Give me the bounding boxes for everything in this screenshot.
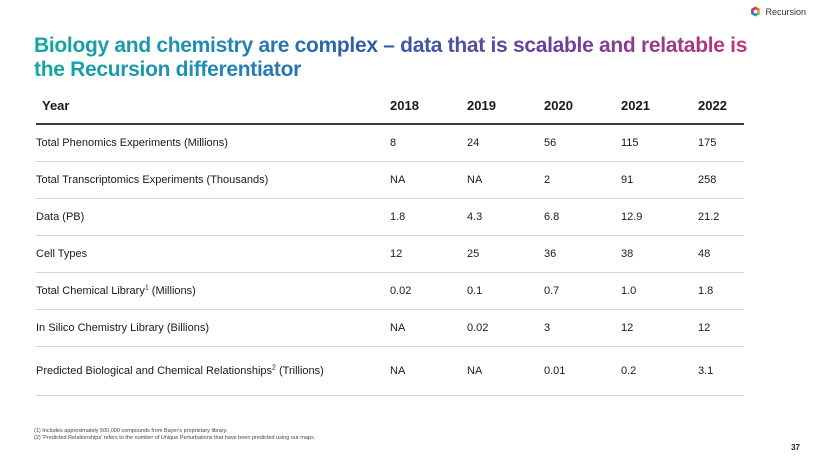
table-cell: 1.8 xyxy=(390,198,467,236)
row-label: Total Chemical Library1 (Millions) xyxy=(36,272,390,310)
table-cell: 12.9 xyxy=(621,198,698,236)
table-cell: 1.0 xyxy=(621,272,698,310)
header-year: 2022 xyxy=(698,88,744,125)
table-cell: 25 xyxy=(467,235,544,273)
table-cell: 258 xyxy=(698,161,744,199)
table-cell: 48 xyxy=(698,235,744,273)
table-header-row: Year 2018 2019 2020 2021 2022 xyxy=(36,88,744,125)
table-cell: 3.1 xyxy=(698,346,744,396)
table-cell: 0.02 xyxy=(467,309,544,347)
header-year: 2018 xyxy=(390,88,467,125)
table-cell: 115 xyxy=(621,124,698,162)
row-label: Predicted Biological and Chemical Relati… xyxy=(36,346,390,396)
table-cell: 6.8 xyxy=(544,198,621,236)
table-cell: 8 xyxy=(390,124,467,162)
table-cell: 12 xyxy=(390,235,467,273)
table-cell: NA xyxy=(390,161,467,199)
table-cell: NA xyxy=(467,346,544,396)
recursion-logo-icon xyxy=(751,6,761,17)
table-row: Cell Types 12 25 36 38 48 xyxy=(36,235,744,273)
table-cell: NA xyxy=(390,309,467,347)
row-label: Data (PB) xyxy=(36,198,390,236)
table-row: Total Chemical Library1 (Millions) 0.02 … xyxy=(36,272,744,310)
header-year-label: Year xyxy=(36,88,390,125)
page-number: 37 xyxy=(791,443,800,452)
table-cell: 0.02 xyxy=(390,272,467,310)
table-row: Predicted Biological and Chemical Relati… xyxy=(36,346,744,396)
table-cell: 0.1 xyxy=(467,272,544,310)
table-cell: 175 xyxy=(698,124,744,162)
row-label: Cell Types xyxy=(36,235,390,273)
table-cell: 0.01 xyxy=(544,346,621,396)
slide-title: Biology and chemistry are complex – data… xyxy=(34,34,754,82)
table-cell: NA xyxy=(390,346,467,396)
table-row: Total Transcriptomics Experiments (Thous… xyxy=(36,161,744,199)
footnote-marker: 2 xyxy=(272,364,276,372)
row-label: Total Phenomics Experiments (Millions) xyxy=(36,124,390,162)
table-cell: 24 xyxy=(467,124,544,162)
table-cell: 12 xyxy=(621,309,698,347)
footnotes: (1) Includes approximately 500,000 compo… xyxy=(34,428,315,442)
table-cell: 1.8 xyxy=(698,272,744,310)
footnote: (1) Includes approximately 500,000 compo… xyxy=(34,428,228,434)
footnote-marker: 1 xyxy=(144,284,149,292)
table-cell: 4.3 xyxy=(467,198,544,236)
table-cell: 12 xyxy=(698,309,744,347)
header-year: 2019 xyxy=(467,88,544,125)
table-cell: 2 xyxy=(544,161,621,199)
row-label: In Silico Chemistry Library (Billions) xyxy=(36,309,390,347)
table-cell: 0.7 xyxy=(544,272,621,310)
row-label: Total Transcriptomics Experiments (Thous… xyxy=(36,161,390,199)
recursion-logo: Recursion xyxy=(750,6,806,17)
metrics-table: Year 2018 2019 2020 2021 2022 Total Phen… xyxy=(36,88,744,396)
table-cell: 38 xyxy=(621,235,698,273)
table-row: In Silico Chemistry Library (Billions) N… xyxy=(36,309,744,347)
table-row: Total Phenomics Experiments (Millions) 8… xyxy=(36,124,744,162)
table-cell: 3 xyxy=(544,309,621,347)
brand-name: Recursion xyxy=(765,6,806,17)
table-row: Data (PB) 1.8 4.3 6.8 12.9 21.2 xyxy=(36,198,744,236)
header-year: 2021 xyxy=(621,88,698,125)
footnote: (2) 'Predicted Relationships' refers to … xyxy=(34,435,316,441)
header-year: 2020 xyxy=(544,88,621,125)
table-cell: 21.2 xyxy=(698,198,744,236)
table-cell: 91 xyxy=(621,161,698,199)
table-cell: NA xyxy=(467,161,544,199)
table-cell: 56 xyxy=(544,124,621,162)
table-cell: 36 xyxy=(544,235,621,273)
table-cell: 0.2 xyxy=(621,346,698,396)
